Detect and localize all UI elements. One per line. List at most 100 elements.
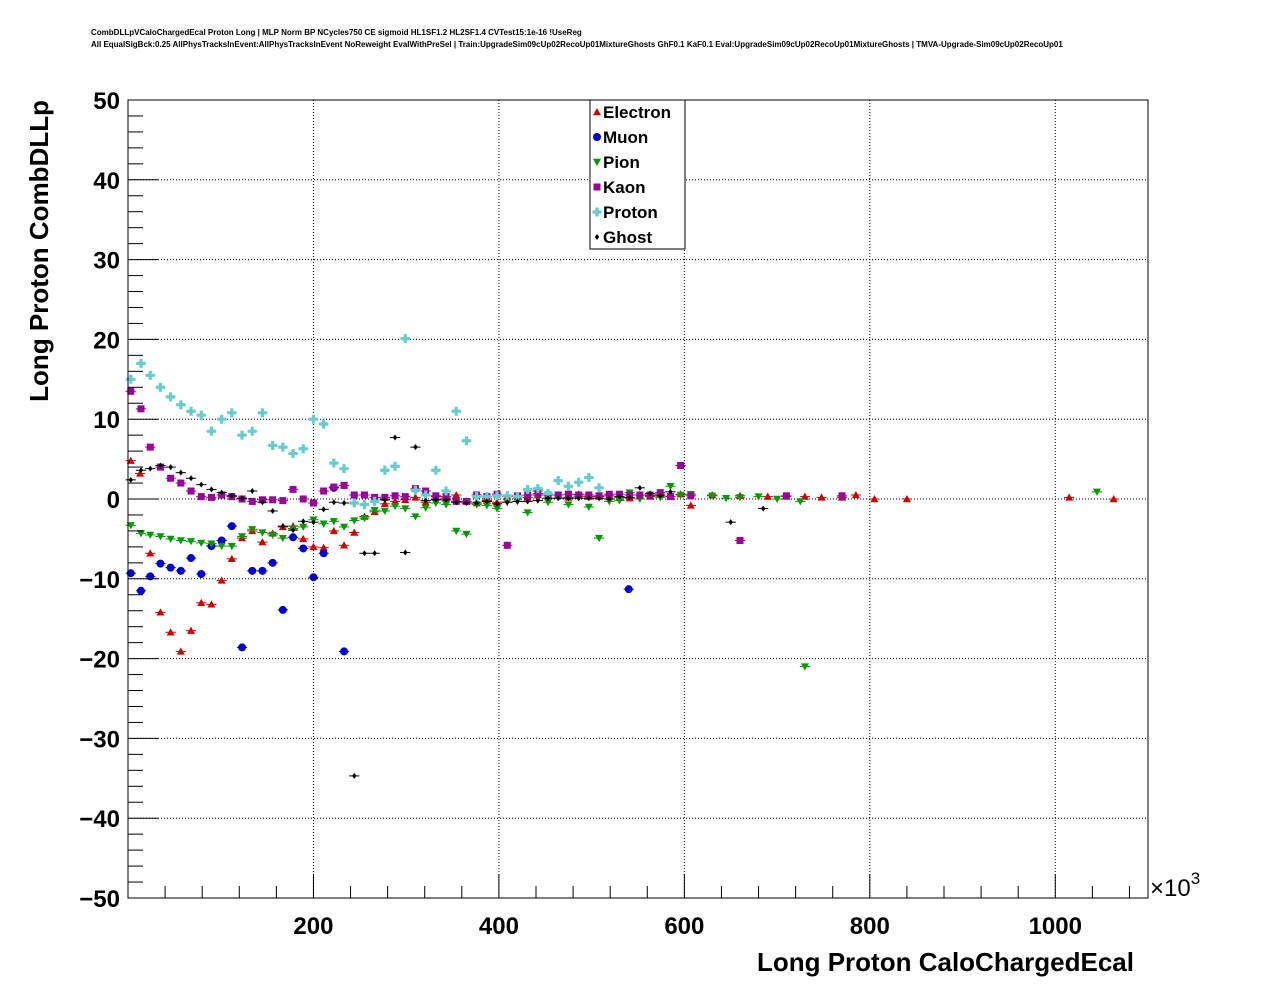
series-electron [125,456,1119,655]
tick-labels: 200 400 600 800 1000 −50 −40 −30 −20 −10 0 10 20 30 40… [79,88,1082,940]
proton-point [380,465,390,475]
muon-point [309,573,318,582]
legend-marker-kaon [593,183,601,191]
ghost-point [760,505,766,512]
y-tick-label: −10 [79,567,120,594]
ghost-point [576,495,581,502]
proton-point [176,400,186,410]
pion-point [370,506,379,515]
proton-point [359,500,369,510]
kaon-point [442,493,450,501]
electron-point [309,542,318,551]
pion-point [442,501,451,509]
muon-point [136,586,145,595]
kaon-point [350,491,358,499]
proton-point [502,491,512,501]
pion-point [227,542,236,551]
proton-point [155,382,165,392]
kaon-point [269,496,277,504]
legend-marker-electron [593,108,601,116]
ghost-point [728,519,733,526]
pion-point [493,505,502,513]
proton-point [319,419,329,429]
ghost-point [668,488,673,495]
electron-point [126,456,135,464]
ghost-point [637,484,643,491]
proton-point [461,436,471,446]
proton-point [553,476,563,486]
pion-point [421,504,430,512]
proton-point [431,465,441,475]
electron-point [350,528,359,536]
pion-point [258,529,267,537]
electron-point [258,538,267,546]
electron-point [817,493,826,501]
ghost-point [535,497,541,504]
kaon-point [177,479,185,487]
kaon-point [299,495,307,503]
ghost-point [596,495,602,502]
ghost-point [566,495,571,502]
proton-point [237,430,247,440]
pion-point [411,513,420,521]
ghost-point [362,550,367,557]
pion-point [676,491,685,500]
ghost-point [545,495,551,502]
proton-point [308,414,318,424]
ghost-point [627,494,632,501]
y-tick-label: 40 [93,168,120,195]
pion-point [207,540,216,548]
pion-point [299,523,308,531]
pion-point [773,495,782,503]
ghost-point [494,500,500,507]
kaon-point [360,491,368,499]
pion-point [708,492,717,500]
y-tick-label: −50 [79,886,120,913]
x-multiplier-base: ×10 [1150,875,1191,902]
ghost-point [270,507,275,514]
electron-point [136,469,145,477]
electron-point [156,608,165,616]
series-proton [125,334,605,510]
electron-point [870,495,879,503]
kaon-point [503,541,511,549]
muon-point [278,605,287,614]
x-axis-title: Long Proton CaloChargedEcal [757,947,1134,977]
electron-point [1065,493,1074,501]
electron-point [902,495,911,503]
pion-point [278,534,287,543]
x-tick-label: 1000 [1029,913,1082,940]
electron-point [380,499,389,507]
axis-ticks [127,99,1130,899]
pion-point [238,533,247,541]
pion-point [166,535,175,543]
proton-point [288,449,298,459]
proton-point [400,334,410,344]
muon-point [299,544,308,553]
electron-point [329,526,338,535]
proton-point [574,477,584,487]
proton-point [349,498,359,508]
legend-box [589,99,686,250]
pion-point [666,483,675,491]
chart-title-line-2: All EqualSigBck:0.25 AllPhysTracksInEven… [91,40,1063,49]
electron-point [686,501,695,509]
pion-point [615,497,624,505]
muon-point [156,559,165,568]
pion-point [360,514,369,523]
x-tick-label: 400 [479,913,519,940]
proton-point [543,488,553,498]
electron-point [452,491,461,499]
ghost-point [352,772,357,779]
muon-point [166,563,175,572]
kaon-point [248,497,256,505]
y-tick-label: 20 [93,327,120,354]
proton-point [482,492,492,502]
kaon-point [554,491,562,499]
ghost-point [443,496,449,503]
proton-point [298,444,308,454]
pion-point [431,499,440,507]
ghost-point [311,519,316,526]
pion-point [187,538,196,546]
ghost-point [301,518,306,525]
